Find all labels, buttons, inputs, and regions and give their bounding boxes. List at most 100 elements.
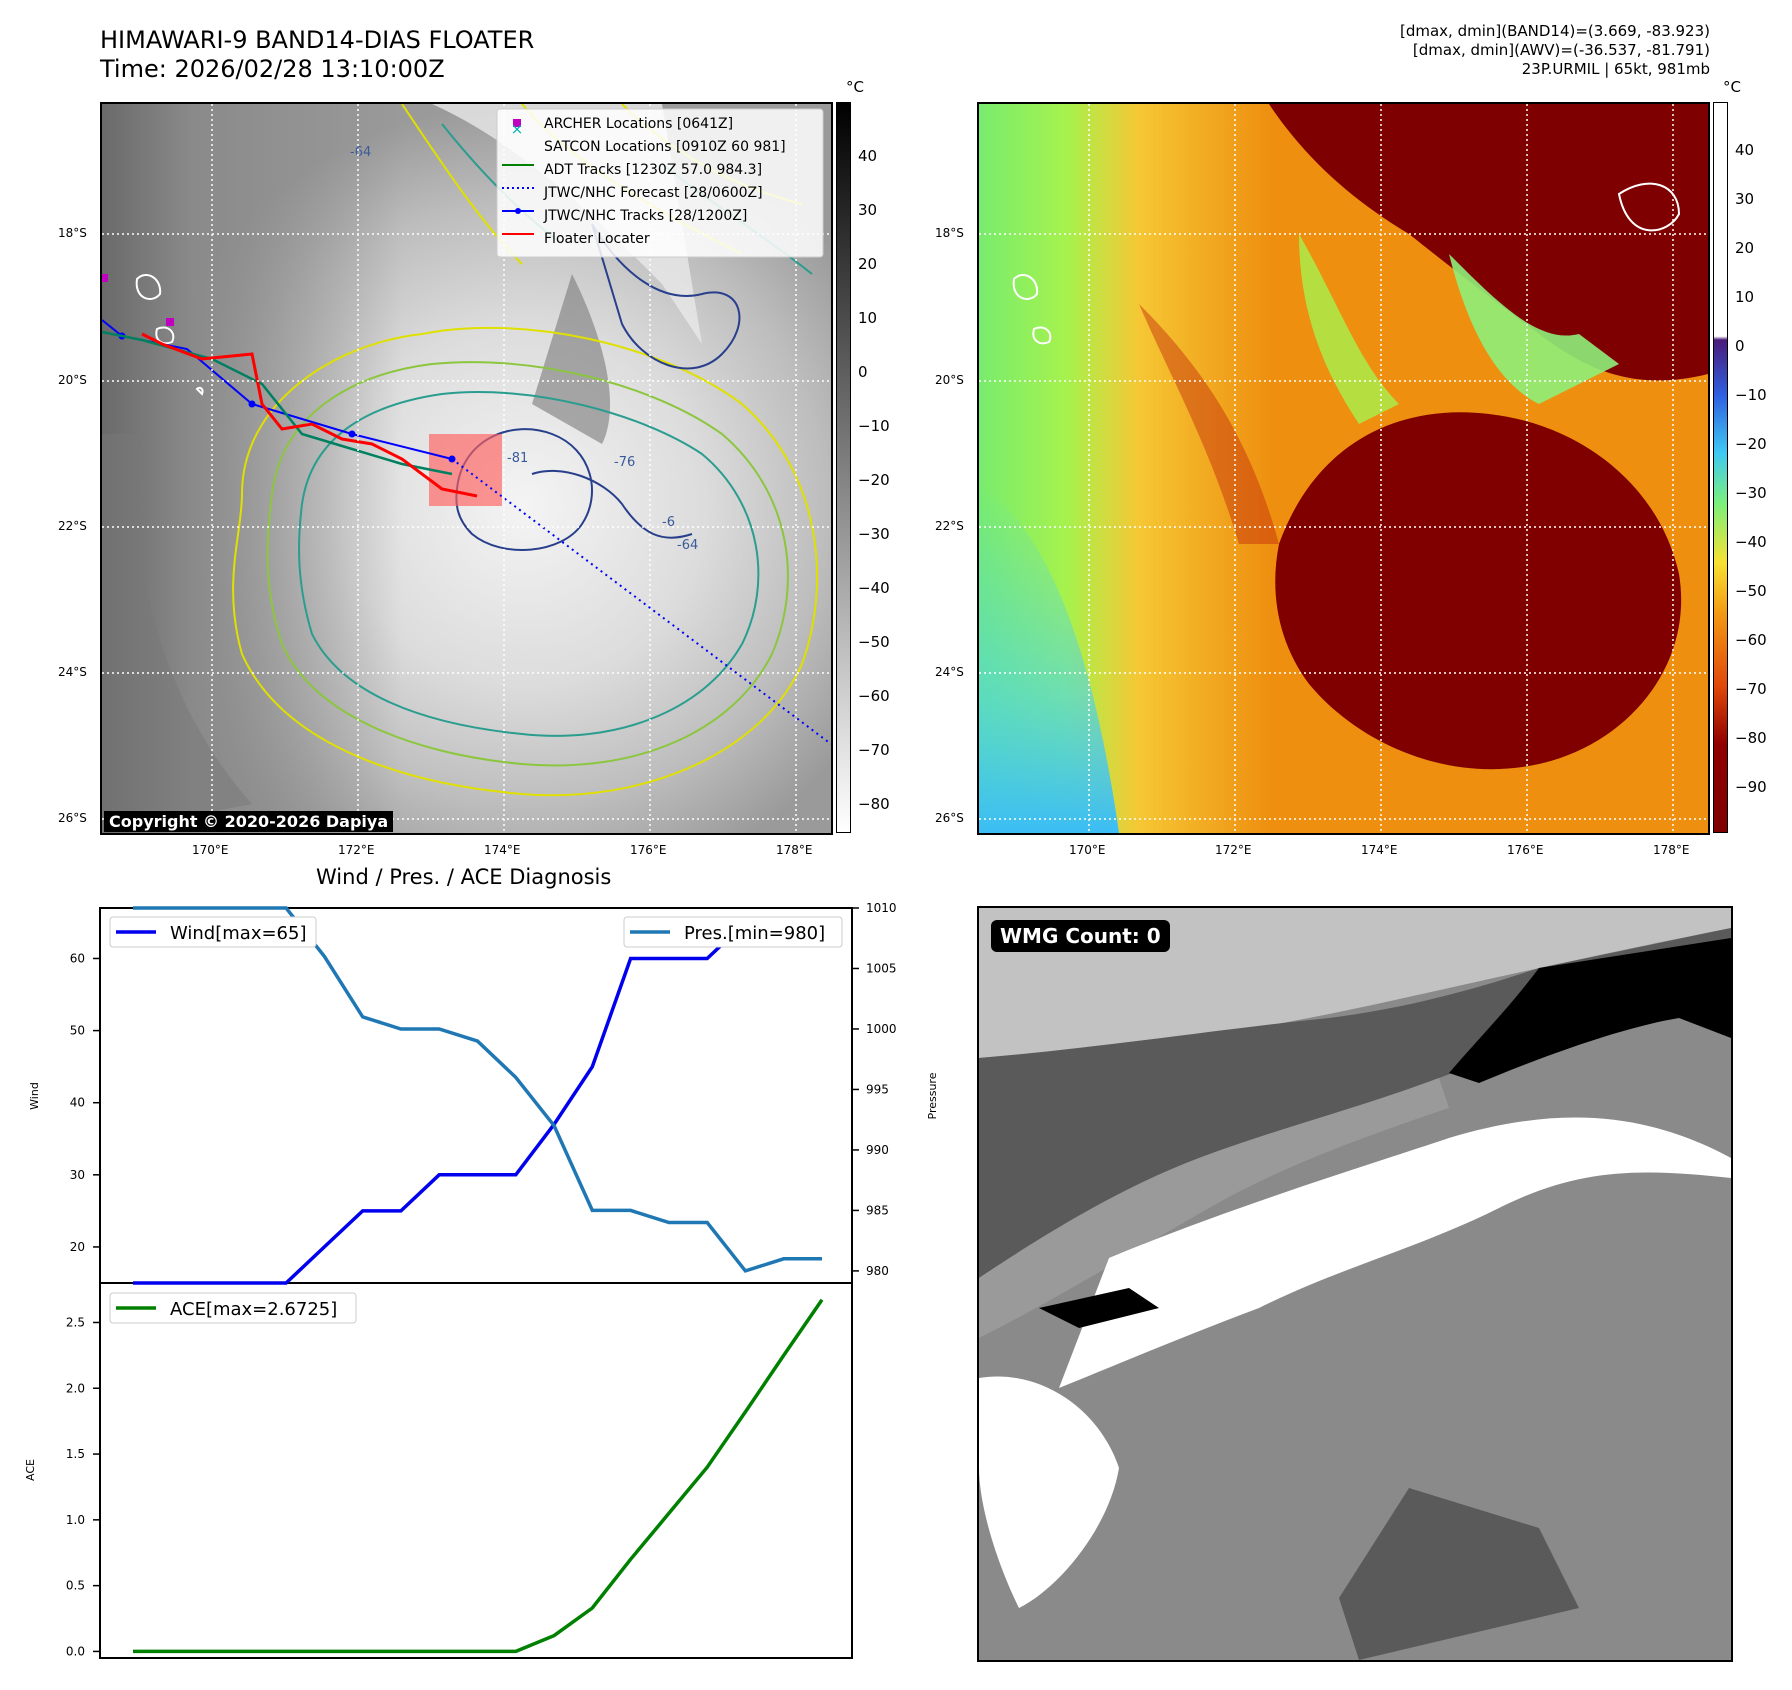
lat-label: 18°S	[935, 226, 964, 240]
lat-label: 22°S	[58, 519, 87, 533]
title-line-1: HIMAWARI-9 BAND14-DIAS FLOATER	[100, 26, 535, 54]
wind-axis-ticks: 20 30 40 50 60	[70, 951, 100, 1254]
wmg-svg	[979, 908, 1731, 1660]
pressure-legend-label: Pres.[min=980]	[684, 923, 825, 944]
ace-legend-label: ACE[max=2.6725]	[170, 1299, 337, 1320]
colorbar-left-ticks: 40 30 20 10 0 −10 −20 −30 −40 −50 −60 −7…	[858, 102, 918, 831]
contour-label: -81	[507, 451, 528, 466]
pressure-tick-label: 1005	[866, 961, 897, 975]
cb-tick: −60	[1735, 631, 1767, 649]
lon-label: 178°E	[776, 843, 813, 857]
colorbar-right-ticks: 40 30 20 10 0 −10 −20 −30 −40 −50 −60 −7…	[1735, 102, 1790, 831]
island-coast	[135, 274, 162, 300]
awv-moist-band	[1299, 234, 1399, 424]
lon-label: 170°E	[192, 843, 229, 857]
cb-tick: −80	[1735, 729, 1767, 747]
lon-label: 176°E	[630, 843, 667, 857]
contour-label: -6	[662, 515, 675, 530]
wmg-mid-band	[979, 1078, 1449, 1338]
cb-tick: 0	[1735, 337, 1745, 355]
pressure-legend[interactable]: Pres.[min=980]	[623, 916, 843, 948]
awv-gridlines	[979, 104, 1708, 833]
ace-tick-label: 0.5	[66, 1579, 85, 1593]
wmg-white-band	[1059, 1117, 1731, 1388]
lat-label: 24°S	[935, 665, 964, 679]
ace-tick-label: 0.0	[66, 1644, 85, 1658]
svg-text:×: ×	[511, 120, 524, 138]
wind-tick-label: 30	[70, 1168, 85, 1182]
jtwc-forecast-track	[451, 458, 831, 745]
awv-map-panel	[977, 102, 1710, 835]
ace-tick-label: 1.5	[66, 1447, 85, 1461]
ace-tick-label: 2.0	[66, 1381, 85, 1395]
contour-north-cell	[591, 223, 741, 370]
legend-floater: Floater Locater	[544, 231, 650, 247]
colorbar-right-unit: °C	[1723, 78, 1741, 96]
wmg-panel: WMG Count: 0	[977, 906, 1733, 1662]
cb-tick: 40	[1735, 141, 1755, 159]
map-legend[interactable]: × ARCHER Locations [0641Z] SATCON Locati…	[496, 108, 824, 258]
awv-dry-west	[979, 484, 1119, 833]
floater-track	[141, 332, 478, 498]
lon-label: 170°E	[1069, 843, 1106, 857]
adt-track	[102, 330, 453, 476]
pressure-tick-label: 980	[866, 1264, 889, 1278]
contour-green	[266, 361, 789, 767]
lon-label: 174°E	[484, 843, 521, 857]
contour-teal	[298, 391, 760, 737]
ace-tick-label: 1.0	[66, 1513, 85, 1527]
lon-label: 172°E	[338, 843, 375, 857]
cb-tick: −30	[858, 525, 890, 543]
colorbar-left-unit: °C	[846, 78, 864, 96]
legend-archer: ARCHER Locations [0641Z]	[544, 116, 733, 132]
cb-tick: −10	[1735, 386, 1767, 404]
cb-tick: −40	[858, 579, 890, 597]
awv-cold-core	[1275, 412, 1682, 770]
awv-cold-north	[1269, 104, 1708, 381]
wind-legend[interactable]: Wind[max=65]	[109, 916, 317, 948]
ir-map-svg: -64 -76 -81 -64 -6	[102, 104, 831, 833]
awv-band-streak	[1139, 304, 1279, 544]
wind-pres-frame	[99, 907, 853, 1284]
lat-label: 20°S	[58, 373, 87, 387]
ace-legend[interactable]: ACE[max=2.6725]	[109, 1292, 357, 1324]
archer-marker	[166, 318, 174, 326]
title-line-2: Time: 2026/02/28 13:10:00Z	[100, 55, 445, 83]
cb-tick: −50	[1735, 582, 1767, 600]
pressure-tick-label: 985	[866, 1203, 889, 1217]
contour-labels: -64 -76 -81 -64 -6	[350, 145, 698, 553]
ace-ylabel: ACE	[24, 1459, 37, 1481]
cb-tick: 10	[1735, 288, 1755, 306]
ir-map-panel: -64 -76 -81 -64 -6	[100, 102, 833, 835]
contour-label: -64	[350, 145, 371, 160]
island-coast	[195, 386, 204, 396]
lat-label: 22°S	[935, 519, 964, 533]
cb-tick: −70	[858, 741, 890, 759]
cb-tick: 10	[858, 309, 878, 327]
legend-adt: ADT Tracks [1230Z 57.0 984.3]	[544, 162, 762, 178]
cb-tick: −40	[1735, 533, 1767, 551]
colorbar-left	[836, 102, 851, 833]
dry-slot	[532, 274, 611, 444]
wind-tick-label: 20	[70, 1240, 85, 1254]
awv-moist-slot	[1449, 254, 1619, 404]
cb-tick: −50	[858, 633, 890, 651]
wmg-count-badge: WMG Count: 0	[991, 920, 1170, 952]
pressure-tick-label: 1000	[866, 1022, 897, 1036]
figure-title: HIMAWARI-9 BAND14-DIAS FLOATER Time: 202…	[100, 26, 534, 84]
jtwc-track	[102, 319, 453, 460]
lat-label: 26°S	[58, 811, 87, 825]
wmg-dark-patch	[1339, 1488, 1579, 1660]
cb-tick: −80	[858, 795, 890, 813]
coastline-group	[135, 274, 204, 396]
ace-tick-label: 2.5	[66, 1315, 85, 1329]
pressure-tick-label: 990	[866, 1143, 889, 1157]
archer-marker	[102, 274, 108, 282]
wind-tick-label: 50	[70, 1024, 85, 1038]
ace-frame	[99, 1282, 853, 1659]
island-coast	[155, 326, 175, 345]
wind-tick-label: 40	[70, 1096, 85, 1110]
awv-coastlines	[1012, 182, 1681, 345]
header-stat-band14: [dmax, dmin](BAND14)=(3.669, -83.923)	[1399, 22, 1710, 40]
